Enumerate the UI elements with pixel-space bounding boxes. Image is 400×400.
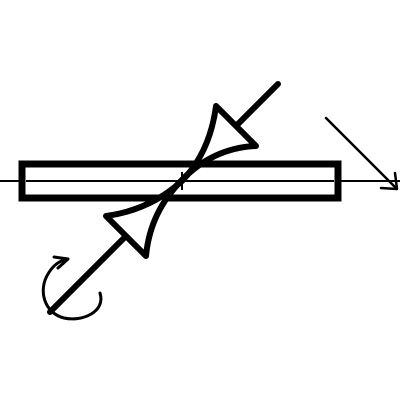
rotation-arrow-icon	[41, 255, 103, 321]
direction-arrow-icon	[324, 116, 399, 191]
adjustable-plunger-icon	[103, 103, 259, 259]
